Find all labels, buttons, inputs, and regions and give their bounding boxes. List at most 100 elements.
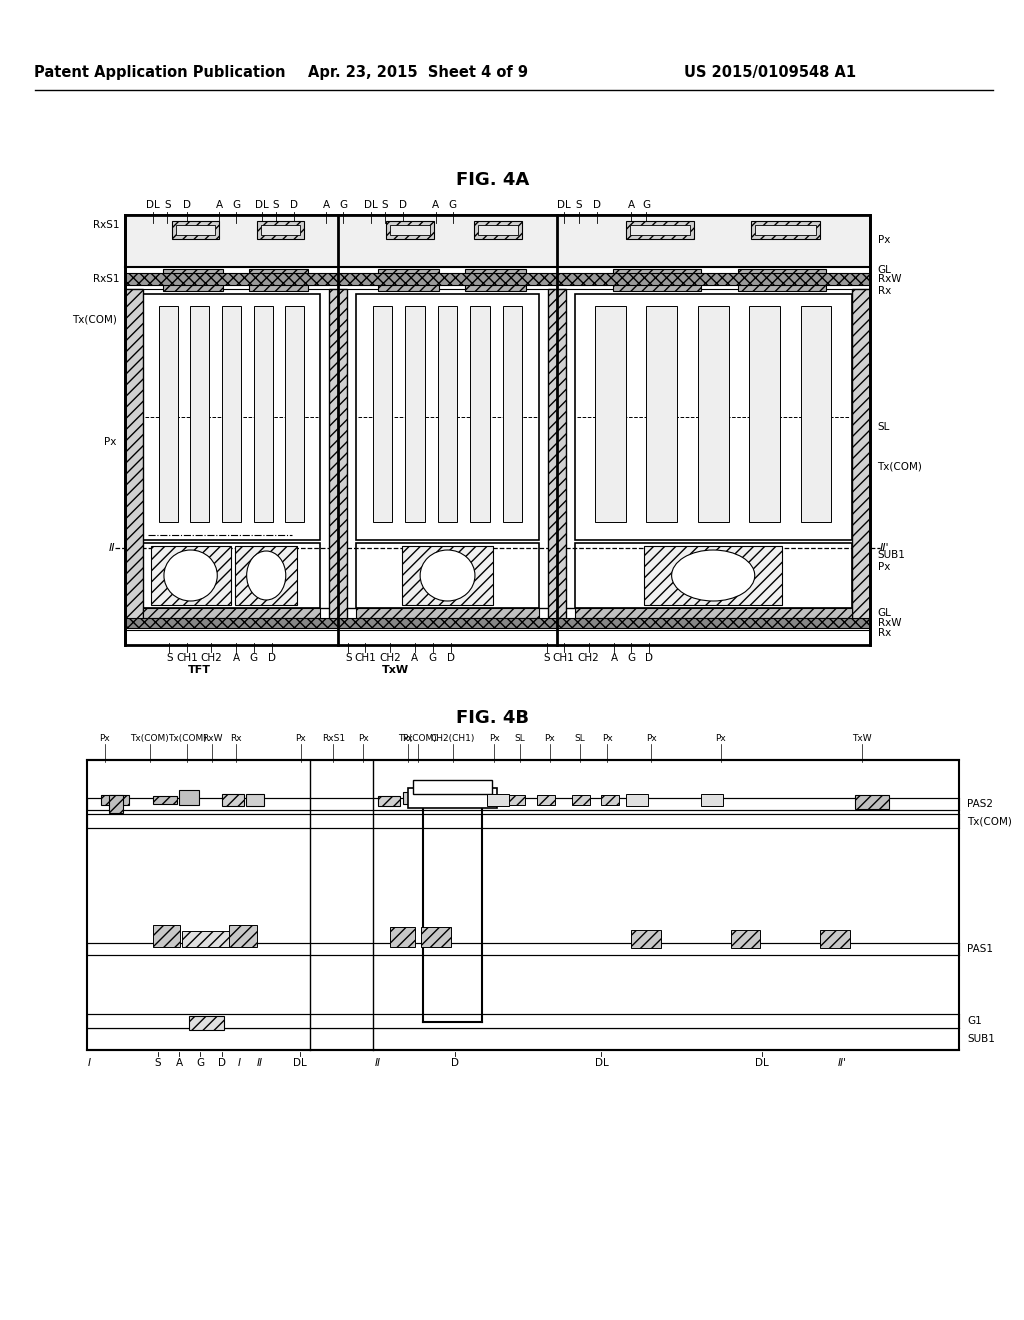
Text: CH2(CH1): CH2(CH1) <box>430 734 475 743</box>
Text: CH2: CH2 <box>379 653 400 663</box>
Text: Px: Px <box>878 235 890 246</box>
Text: II: II <box>109 543 115 553</box>
Text: DL: DL <box>255 201 268 210</box>
Text: S: S <box>575 201 582 210</box>
Text: S: S <box>272 201 280 210</box>
Text: G: G <box>339 201 347 210</box>
Bar <box>109 795 123 813</box>
Bar <box>286 306 304 521</box>
Text: GL: GL <box>878 609 892 618</box>
Bar <box>574 543 852 609</box>
Text: Px: Px <box>295 734 306 743</box>
Text: PAS1: PAS1 <box>967 944 993 954</box>
Text: Tx(COM): Tx(COM) <box>72 314 117 323</box>
Bar <box>125 289 142 627</box>
Text: RxW: RxW <box>878 618 901 628</box>
Ellipse shape <box>672 550 755 601</box>
Bar <box>249 269 308 290</box>
Text: II: II <box>375 1059 381 1068</box>
Text: I: I <box>87 1059 90 1068</box>
Text: A: A <box>610 653 617 663</box>
Bar <box>474 220 522 239</box>
Bar <box>172 220 219 239</box>
Bar <box>700 795 723 807</box>
Text: G: G <box>449 201 457 210</box>
Text: A: A <box>176 1059 183 1068</box>
Text: S: S <box>164 201 171 210</box>
Ellipse shape <box>164 550 217 601</box>
Bar <box>378 269 439 290</box>
Text: G: G <box>627 653 635 663</box>
Bar <box>163 269 223 290</box>
Text: S: S <box>382 201 388 210</box>
Text: RxS1: RxS1 <box>322 734 345 743</box>
Text: SUB1: SUB1 <box>878 550 905 560</box>
Bar <box>465 269 526 290</box>
Text: Px: Px <box>402 734 414 743</box>
Bar <box>646 306 677 521</box>
Text: D: D <box>183 201 191 210</box>
Bar <box>87 760 958 1049</box>
Text: A: A <box>232 653 240 663</box>
Text: DL: DL <box>365 201 378 210</box>
Text: D: D <box>218 1059 226 1068</box>
Text: II': II' <box>880 543 889 553</box>
Text: G: G <box>232 201 240 210</box>
Bar <box>142 543 321 609</box>
Bar <box>125 273 869 285</box>
Bar <box>630 224 690 235</box>
Bar <box>402 792 421 804</box>
Text: RxW: RxW <box>878 275 901 284</box>
Text: D: D <box>399 201 407 210</box>
Bar <box>438 306 458 521</box>
Bar <box>236 546 297 605</box>
Text: A: A <box>432 201 439 210</box>
Text: DL: DL <box>756 1059 769 1068</box>
Bar <box>373 306 392 521</box>
Text: D: D <box>267 653 275 663</box>
Text: II': II' <box>838 1059 846 1068</box>
Text: Patent Application Publication: Patent Application Publication <box>34 65 286 79</box>
Text: DL: DL <box>557 201 570 210</box>
Bar <box>631 931 662 948</box>
Text: CH1: CH1 <box>553 653 574 663</box>
Text: Tx(COM): Tx(COM) <box>130 734 169 743</box>
Text: G: G <box>642 201 650 210</box>
Bar <box>730 931 761 948</box>
Text: DL: DL <box>595 1059 608 1068</box>
Bar <box>750 306 780 521</box>
Text: FIG. 4A: FIG. 4A <box>456 172 528 189</box>
Text: FIG. 4B: FIG. 4B <box>456 709 528 727</box>
Text: GL: GL <box>878 265 892 275</box>
Text: Px: Px <box>545 734 555 743</box>
Text: CH1: CH1 <box>176 653 199 663</box>
Text: Rx: Rx <box>230 734 242 743</box>
Bar <box>356 543 539 609</box>
Text: D: D <box>645 653 653 663</box>
Text: Tx(COM): Tx(COM) <box>967 816 1012 826</box>
Text: SL: SL <box>515 734 525 743</box>
Bar <box>125 215 869 267</box>
Bar <box>87 1014 958 1028</box>
Bar <box>537 795 555 805</box>
Text: D: D <box>290 201 298 210</box>
Text: Px: Px <box>878 562 890 572</box>
Bar <box>613 269 700 290</box>
Bar <box>574 294 852 540</box>
Text: S: S <box>345 653 351 663</box>
Bar <box>246 795 264 807</box>
Bar <box>390 927 415 946</box>
Bar <box>87 799 958 810</box>
Text: Tx(COM): Tx(COM) <box>398 734 437 743</box>
Text: Rx: Rx <box>878 628 891 638</box>
Bar <box>470 306 489 521</box>
Text: RxS1: RxS1 <box>93 275 120 284</box>
Bar <box>738 269 825 290</box>
Bar <box>87 814 958 828</box>
Bar <box>755 224 815 235</box>
Text: G1: G1 <box>967 1016 982 1026</box>
Bar <box>574 609 852 618</box>
Text: Px: Px <box>357 734 369 743</box>
Bar <box>507 795 525 805</box>
Bar <box>87 1028 958 1049</box>
